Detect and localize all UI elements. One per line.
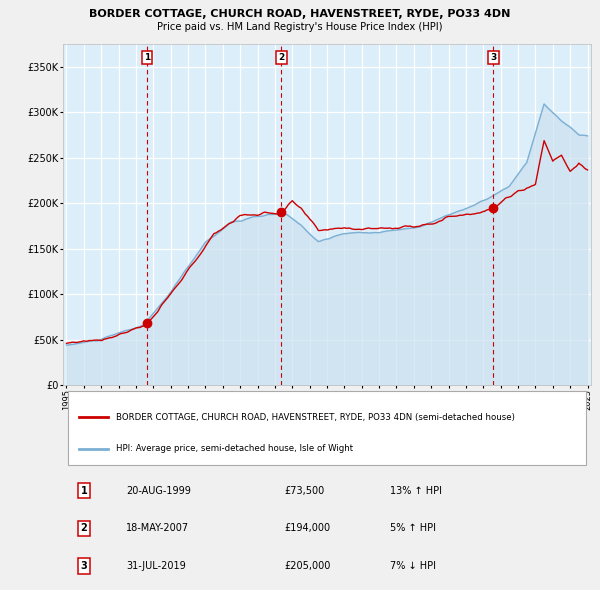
Text: BORDER COTTAGE, CHURCH ROAD, HAVENSTREET, RYDE, PO33 4DN (semi-detached house): BORDER COTTAGE, CHURCH ROAD, HAVENSTREET… <box>116 412 515 421</box>
Text: BORDER COTTAGE, CHURCH ROAD, HAVENSTREET, RYDE, PO33 4DN: BORDER COTTAGE, CHURCH ROAD, HAVENSTREET… <box>89 9 511 19</box>
Text: £205,000: £205,000 <box>285 561 331 571</box>
Text: 7% ↓ HPI: 7% ↓ HPI <box>391 561 436 571</box>
Text: HPI: Average price, semi-detached house, Isle of Wight: HPI: Average price, semi-detached house,… <box>116 444 353 453</box>
Text: 13% ↑ HPI: 13% ↑ HPI <box>391 486 442 496</box>
Text: 2: 2 <box>278 53 284 62</box>
Text: 1: 1 <box>144 53 150 62</box>
Text: 3: 3 <box>490 53 497 62</box>
Text: 2: 2 <box>81 523 88 533</box>
Text: 20-AUG-1999: 20-AUG-1999 <box>127 486 191 496</box>
Text: Price paid vs. HM Land Registry's House Price Index (HPI): Price paid vs. HM Land Registry's House … <box>157 22 443 32</box>
Text: 5% ↑ HPI: 5% ↑ HPI <box>391 523 436 533</box>
Text: 1: 1 <box>81 486 88 496</box>
Text: 31-JUL-2019: 31-JUL-2019 <box>127 561 186 571</box>
Text: 18-MAY-2007: 18-MAY-2007 <box>127 523 190 533</box>
FancyBboxPatch shape <box>68 391 586 465</box>
Text: 3: 3 <box>81 561 88 571</box>
Text: £73,500: £73,500 <box>285 486 325 496</box>
Text: £194,000: £194,000 <box>285 523 331 533</box>
